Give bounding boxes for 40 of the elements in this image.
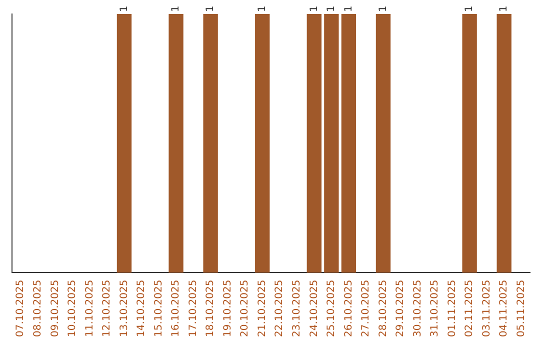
x-tick-label: 04.11.2025	[498, 280, 510, 338]
x-tick-label: 11.10.2025	[84, 280, 96, 338]
x-tick-label: 21.10.2025	[256, 280, 268, 338]
data-label: 1	[326, 6, 338, 12]
x-tick-label: 15.10.2025	[153, 280, 164, 338]
x-tick-label: 17.10.2025	[188, 280, 199, 338]
x-tick-label: 18.10.2025	[205, 280, 216, 338]
x-tick-label: 05.11.2025	[516, 280, 527, 338]
data-label: 1	[205, 6, 216, 12]
x-tick-label: 08.10.2025	[32, 280, 44, 338]
x-tick-label: 25.10.2025	[326, 280, 338, 338]
x-tick-label: 19.10.2025	[222, 280, 234, 338]
data-label: 1	[498, 6, 510, 12]
x-tick-label: 29.10.2025	[395, 280, 406, 338]
data-label: 1	[308, 6, 320, 12]
x-tick-label: 14.10.2025	[136, 280, 148, 338]
x-tick-label: 22.10.2025	[274, 280, 286, 338]
x-tick-label: 01.11.2025	[446, 280, 458, 338]
x-tick-label: 10.10.2025	[67, 280, 78, 338]
x-tick-label: 16.10.2025	[170, 280, 182, 338]
x-tick-label: 12.10.2025	[102, 280, 113, 338]
x-tick-label: 07.10.2025	[15, 280, 26, 338]
x-tick-label: 03.11.2025	[481, 280, 492, 338]
x-tick-label: 26.10.2025	[343, 280, 354, 338]
data-label: 1	[118, 6, 130, 12]
x-tick-label: 27.10.2025	[360, 280, 372, 338]
x-tick-label: 30.10.2025	[412, 280, 424, 338]
data-label: 1	[464, 6, 476, 12]
x-tick-label: 20.10.2025	[240, 280, 251, 338]
x-tick-label: 24.10.2025	[308, 280, 320, 338]
x-tick-label: 28.10.2025	[378, 280, 389, 338]
x-tick-label: 23.10.2025	[291, 280, 302, 338]
x-tick-label: 09.10.2025	[50, 280, 61, 338]
data-label: 1	[343, 6, 354, 12]
data-label: 1	[170, 6, 182, 12]
x-tick-label: 31.10.2025	[430, 280, 441, 338]
data-label: 1	[256, 6, 268, 12]
data-label: 1	[378, 6, 389, 12]
x-tick-label: 02.11.2025	[464, 280, 476, 338]
x-tick-label: 13.10.2025	[118, 280, 130, 338]
